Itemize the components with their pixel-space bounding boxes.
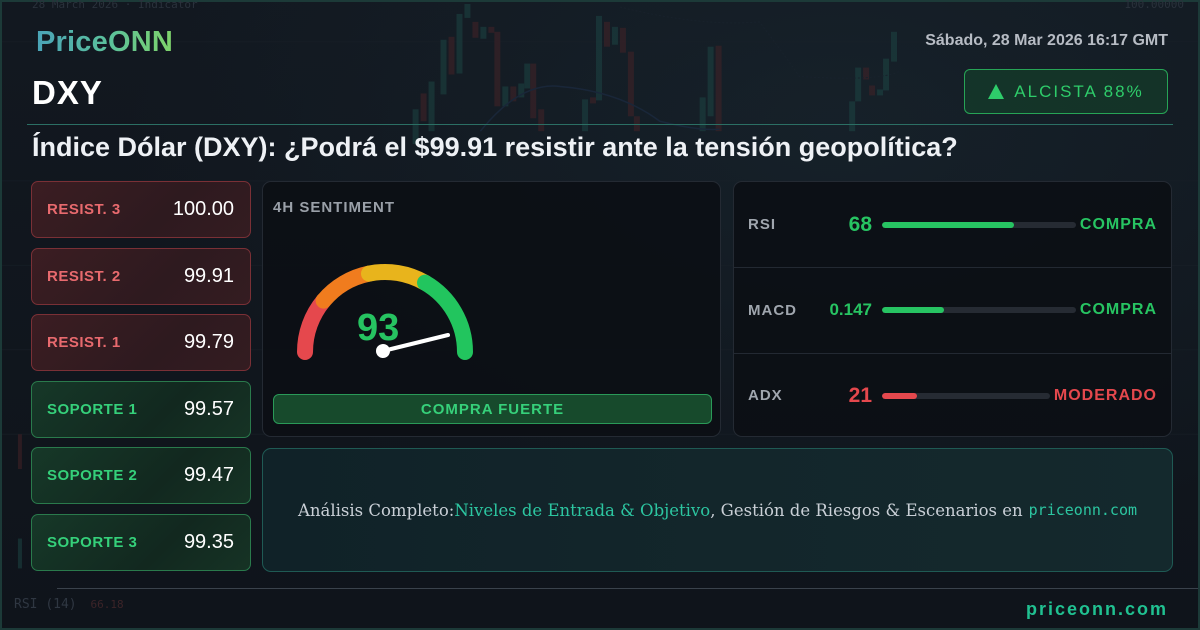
cta-middle: , Gestión de Riesgos & Escenarios en: [710, 500, 1023, 520]
indicators-card: RSI 68 COMPRA MACD 0.147 COMPRA ADX 21 M…: [733, 181, 1172, 437]
indicator-row-adx: ADX 21 MODERADO: [734, 352, 1171, 438]
key-levels-list: RESIST. 3 100.00 RESIST. 2 99.91 RESIST.…: [31, 181, 251, 581]
trend-badge: ALCISTA 88%: [964, 69, 1168, 114]
cta-prefix: Análisis Completo:: [297, 500, 455, 520]
level-value: 99.91: [183, 264, 234, 287]
level-resist-3: RESIST. 3 100.00: [31, 181, 251, 238]
level-support-1: SOPORTE 1 99.57: [31, 380, 251, 438]
triangle-up-icon: [988, 84, 1005, 99]
cta-highlight: Niveles de Entrada & Objetivo: [454, 500, 711, 520]
level-label: SOPORTE 3: [47, 533, 138, 551]
level-label: RESIST. 3: [47, 201, 121, 218]
page-title: Índice Dólar (DXY): ¿Podrá el $99.91 res…: [32, 132, 958, 162]
indicator-signal: COMPRA: [1079, 301, 1157, 319]
cta-site-link[interactable]: priceonn.com: [1028, 501, 1138, 519]
indicator-row-rsi: RSI 68 COMPRA: [734, 182, 1171, 267]
rsi-label: RSI: [14, 597, 38, 612]
indicator-value: 0.147: [829, 300, 872, 320]
sentiment-score: 93: [357, 307, 400, 349]
indicator-name: MACD: [748, 301, 797, 319]
level-resist-2: RESIST. 2 99.91: [31, 247, 251, 305]
indicator-bar-fill: [882, 221, 1014, 228]
level-label: SOPORTE 1: [47, 400, 138, 418]
background-rsi-label: RSI (14) 66.18: [14, 597, 124, 612]
level-resist-1: RESIST. 1 99.79: [31, 314, 251, 372]
trend-badge-label: ALCISTA 88%: [1014, 81, 1144, 101]
indicator-bar-fill: [882, 392, 918, 399]
level-value: 99.47: [183, 464, 234, 487]
level-value: 99.79: [183, 331, 234, 354]
level-label: SOPORTE 2: [47, 467, 138, 485]
indicator-bar: [882, 221, 1076, 228]
level-value: 100.00: [172, 198, 234, 220]
level-value: 99.35: [183, 530, 234, 553]
brand-logo[interactable]: PriceONN: [36, 26, 173, 58]
indicator-bar-fill: [882, 307, 945, 314]
level-value: 99.57: [183, 397, 234, 420]
indicator-signal: MODERADO: [1053, 386, 1157, 404]
indicator-bar: [882, 307, 1076, 314]
sentiment-card: 4H SENTIMENT 93 COMPRA FUERTE: [262, 181, 721, 437]
indicator-value: 68: [848, 212, 872, 236]
rsi-value: 66.18: [90, 598, 124, 611]
divider: [27, 124, 1173, 125]
level-label: RESIST. 2: [47, 267, 121, 285]
level-label: RESIST. 1: [47, 334, 121, 352]
footer-site-link[interactable]: priceonn.com: [1025, 599, 1168, 619]
indicator-name: RSI: [748, 216, 777, 234]
symbol-ticker: DXY: [32, 74, 103, 111]
divider: [57, 588, 1198, 589]
rsi-period: (14): [45, 597, 77, 612]
indicator-signal: COMPRA: [1079, 215, 1157, 233]
axis-label: 100.00000: [1124, 0, 1184, 11]
sentiment-gauge-icon: [296, 264, 473, 360]
timestamp: Sábado, 28 Mar 2026 16:17 GMT: [925, 32, 1168, 49]
indicator-value: 21: [848, 383, 872, 407]
indicator-bar: [882, 392, 1050, 399]
full-analysis-banner[interactable]: Análisis Completo: Niveles de Entrada & …: [262, 448, 1173, 572]
sentiment-title: 4H SENTIMENT: [273, 199, 396, 216]
indicator-name: ADX: [748, 387, 783, 405]
axis-label: 28 March 2026 · Indicator: [32, 0, 198, 11]
sentiment-verdict-badge: COMPRA FUERTE: [273, 394, 712, 424]
level-support-3: SOPORTE 3 99.35: [31, 513, 251, 571]
indicator-row-macd: MACD 0.147 COMPRA: [734, 267, 1171, 352]
level-support-2: SOPORTE 2 99.47: [31, 447, 251, 505]
